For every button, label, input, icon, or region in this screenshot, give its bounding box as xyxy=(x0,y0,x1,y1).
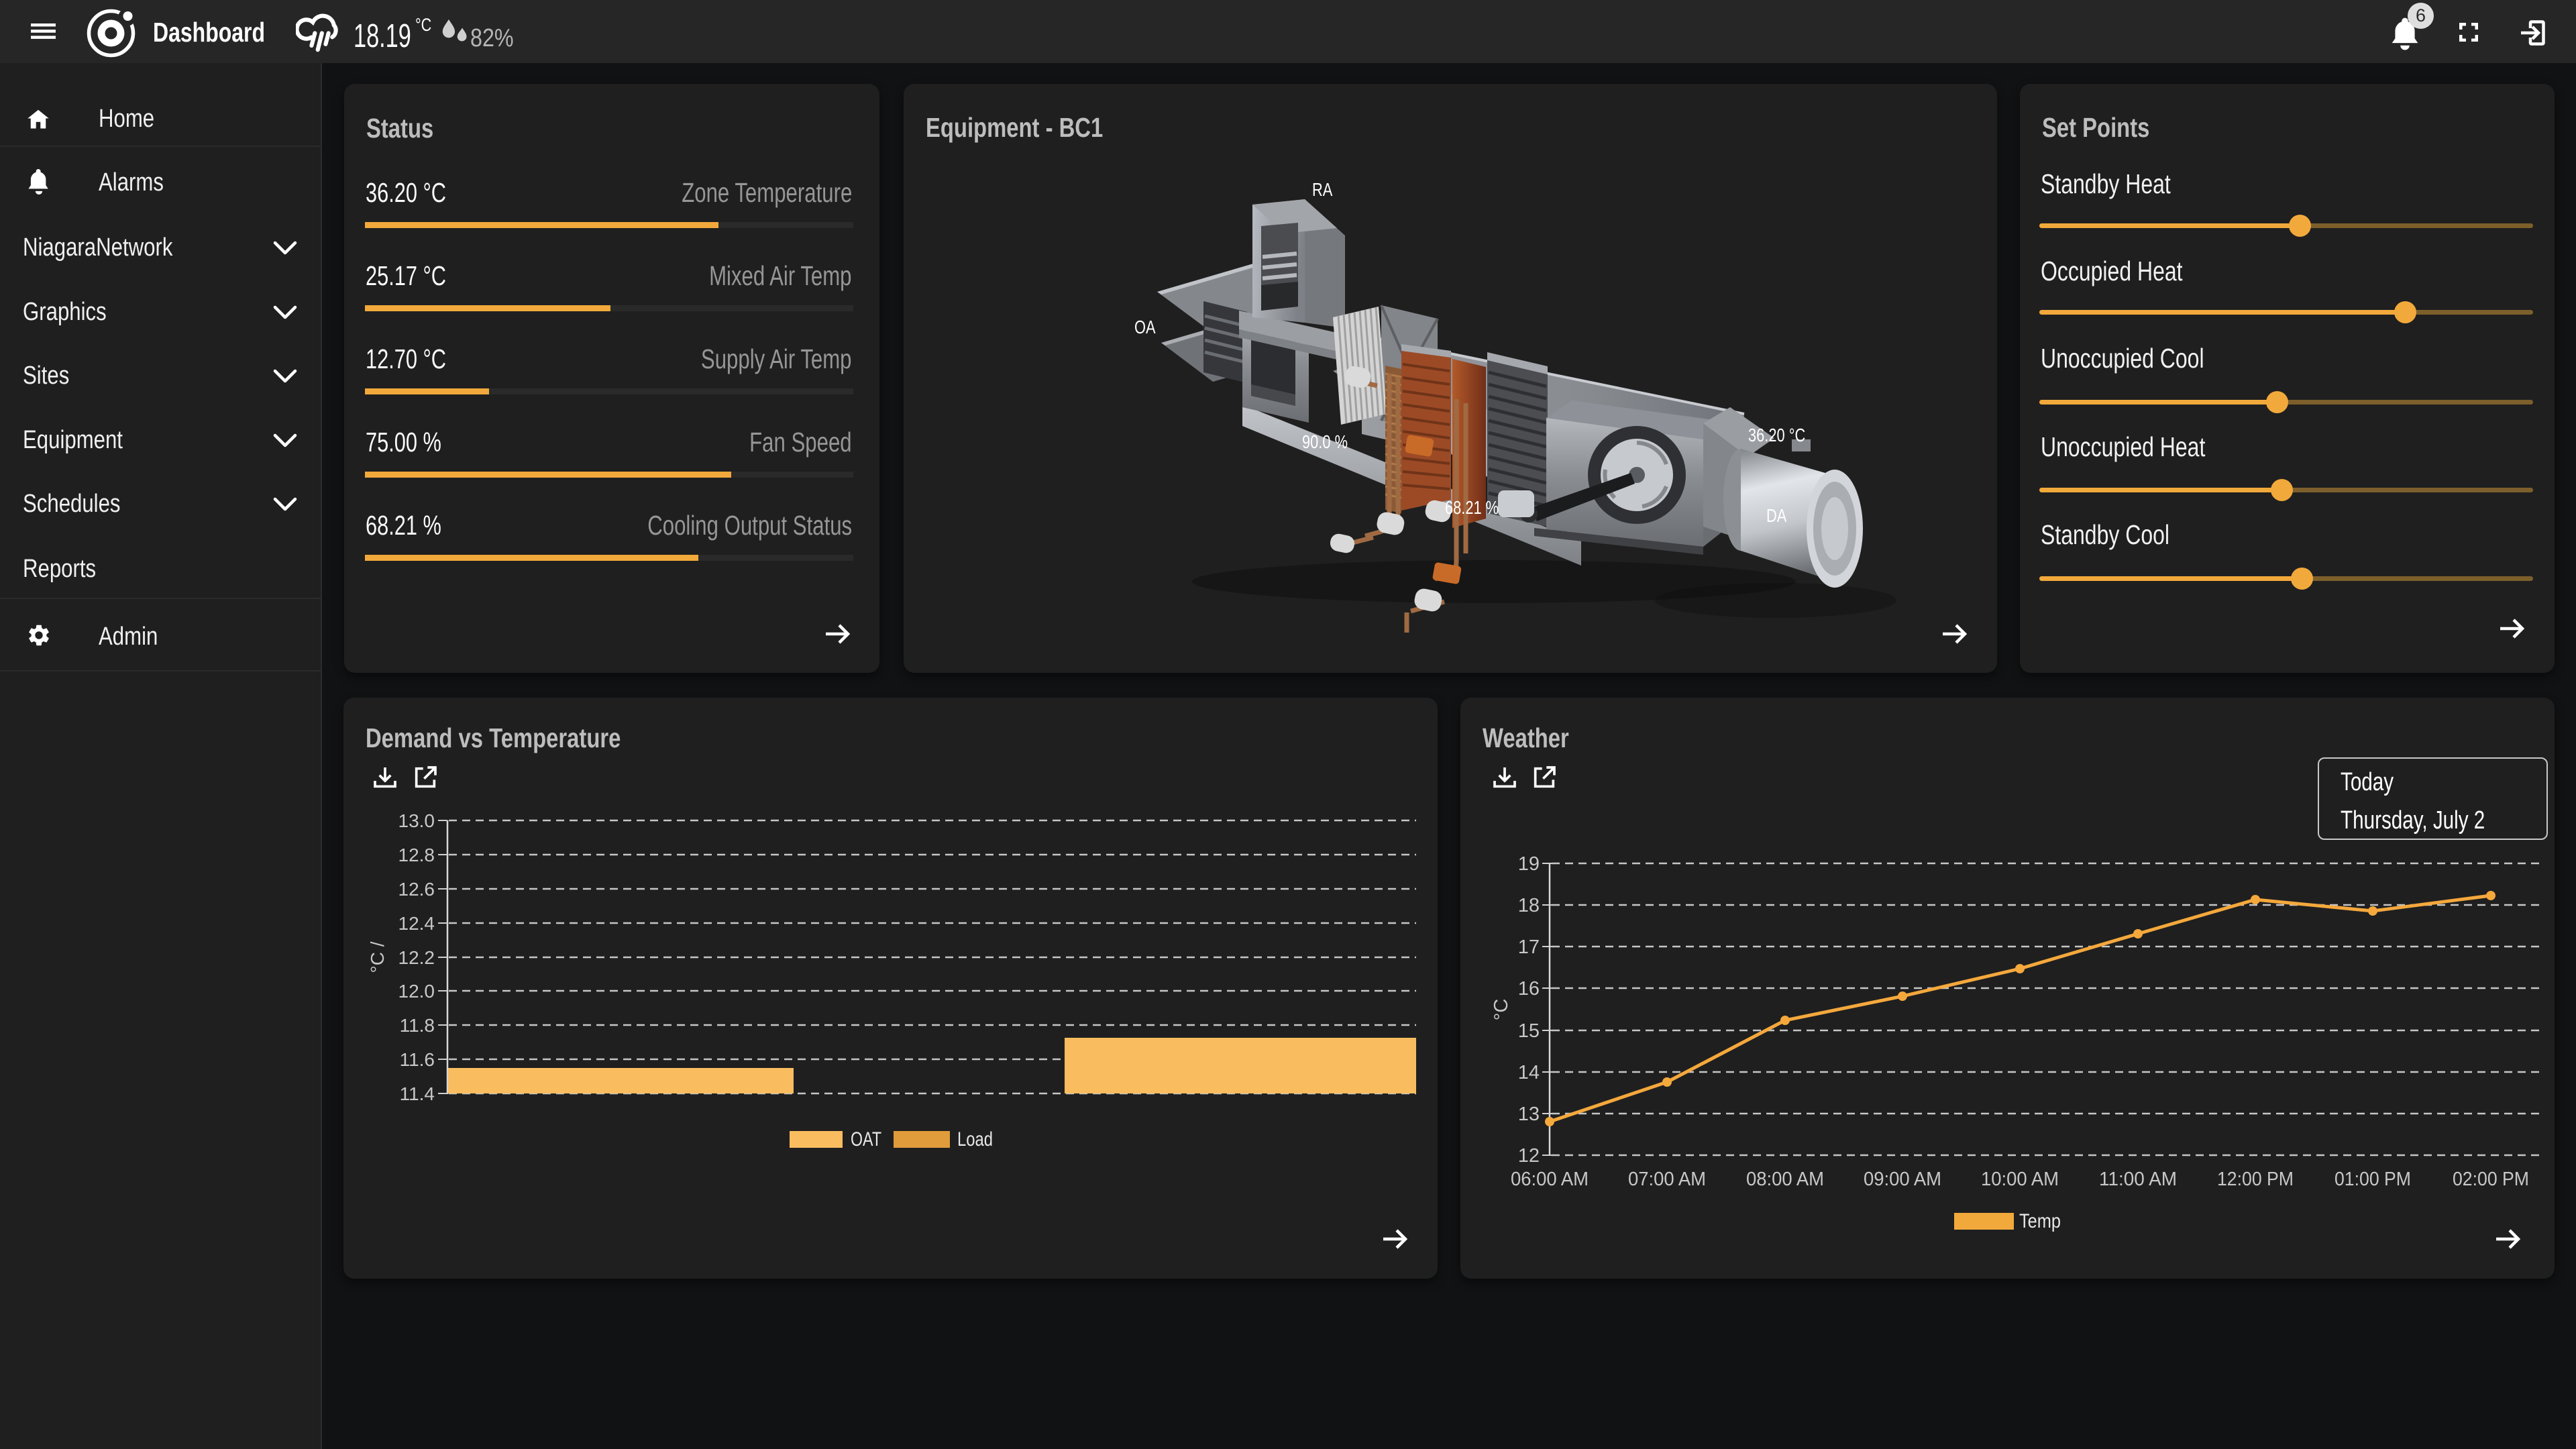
svg-text:12.2: 12.2 xyxy=(398,947,435,968)
svg-text:19: 19 xyxy=(1518,853,1540,875)
svg-text:Temp: Temp xyxy=(2019,1210,2061,1232)
svg-text:12.4: 12.4 xyxy=(398,913,435,934)
svg-text:10:00 AM: 10:00 AM xyxy=(1981,1169,2059,1190)
svg-text:12: 12 xyxy=(1518,1145,1540,1167)
svg-text:06:00 AM: 06:00 AM xyxy=(1511,1169,1589,1190)
svg-text:11:00 AM: 11:00 AM xyxy=(2099,1169,2177,1190)
svg-text:12.0: 12.0 xyxy=(398,981,435,1002)
svg-text:07:00 AM: 07:00 AM xyxy=(1628,1169,1706,1190)
svg-text:°C /: °C / xyxy=(367,941,388,973)
svg-text:08:00 AM: 08:00 AM xyxy=(1746,1169,1824,1190)
svg-text:Load: Load xyxy=(957,1128,993,1150)
svg-text:°C: °C xyxy=(1491,999,1512,1021)
svg-text:OAT: OAT xyxy=(851,1128,881,1150)
svg-text:01:00 PM: 01:00 PM xyxy=(2334,1169,2411,1190)
svg-text:11.6: 11.6 xyxy=(400,1049,435,1070)
svg-text:13.0: 13.0 xyxy=(398,810,435,831)
svg-text:12.6: 12.6 xyxy=(398,879,435,900)
svg-text:09:00 AM: 09:00 AM xyxy=(1864,1169,1941,1190)
svg-text:12.8: 12.8 xyxy=(398,845,435,865)
svg-text:15: 15 xyxy=(1518,1020,1540,1042)
svg-text:17: 17 xyxy=(1518,936,1540,958)
svg-text:16: 16 xyxy=(1518,978,1540,1000)
svg-text:13: 13 xyxy=(1518,1104,1540,1125)
svg-text:18: 18 xyxy=(1518,895,1540,916)
svg-text:12:00 PM: 12:00 PM xyxy=(2217,1169,2294,1190)
svg-text:14: 14 xyxy=(1518,1062,1540,1083)
svg-text:11.8: 11.8 xyxy=(400,1015,435,1036)
svg-text:02:00 PM: 02:00 PM xyxy=(2453,1169,2529,1190)
svg-text:11.4: 11.4 xyxy=(400,1083,435,1104)
